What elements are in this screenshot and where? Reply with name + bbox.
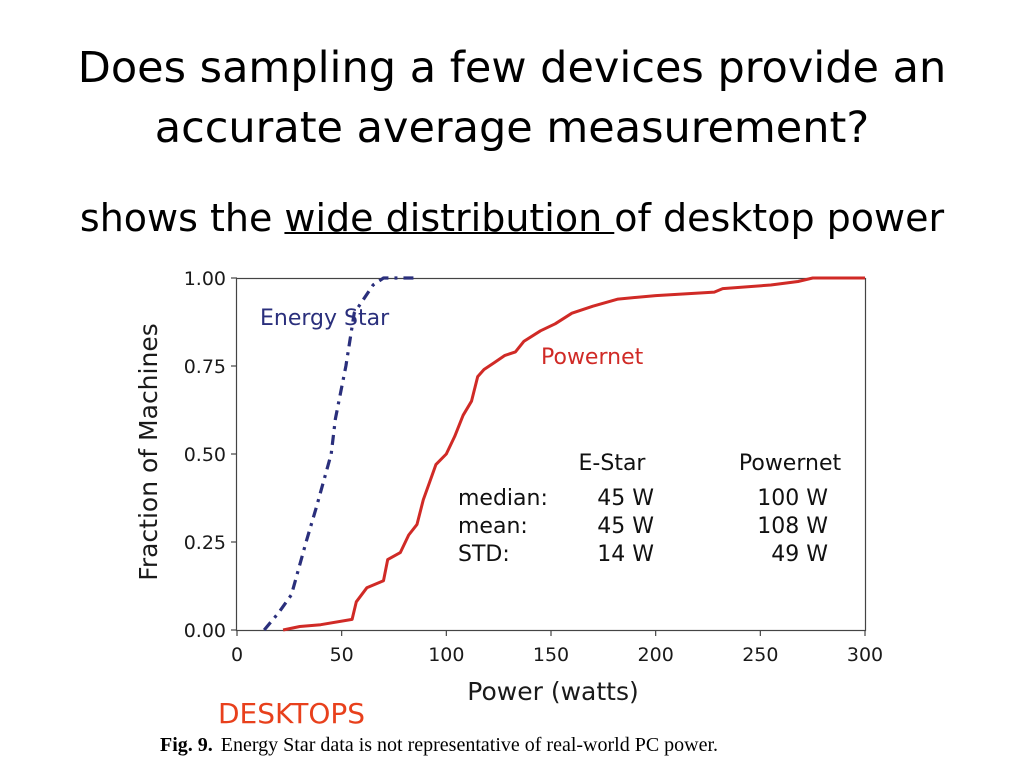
title-line-1: Does sampling a few devices provide an bbox=[77, 43, 947, 93]
desktops-label: DESKTOPS bbox=[218, 697, 366, 730]
slide-title: Does sampling a few devices provide an a… bbox=[0, 38, 1024, 158]
caption-figure-number: Fig. 9. bbox=[160, 734, 213, 756]
y-tick-label: 0.50 bbox=[184, 444, 226, 466]
x-axis-label: Power (watts) bbox=[467, 677, 638, 706]
stats-powernet-mean: 108 W bbox=[757, 514, 828, 539]
x-tick-label: 50 bbox=[330, 644, 354, 666]
stats-estar-median: 45 W bbox=[597, 486, 654, 511]
stats-estar-std: 14 W bbox=[597, 542, 654, 567]
caption-text: Energy Star data is not representative o… bbox=[220, 734, 719, 756]
y-tick-label: 1.00 bbox=[184, 268, 226, 290]
x-tick-label: 100 bbox=[428, 644, 464, 666]
energy-star-series-label: Energy Star bbox=[260, 306, 390, 331]
stats-table: E-Star Powernet median: 45 W 100 W mean:… bbox=[458, 451, 841, 567]
x-tick-label: 250 bbox=[742, 644, 778, 666]
x-tick-label: 200 bbox=[638, 644, 674, 666]
stats-powernet-median: 100 W bbox=[757, 486, 828, 511]
powernet-series-label: Powernet bbox=[541, 345, 644, 370]
y-tick-label: 0.00 bbox=[184, 620, 226, 642]
stats-label-std: STD: bbox=[458, 542, 510, 567]
y-axis-label: Fraction of Machines bbox=[134, 323, 163, 580]
stats-header-estar: E-Star bbox=[579, 451, 647, 476]
stats-label-median: median: bbox=[458, 486, 548, 511]
slide-subtitle: shows the wide distribution of desktop p… bbox=[0, 194, 1024, 242]
series-lines bbox=[262, 276, 865, 632]
stats-powernet-std: 49 W bbox=[771, 542, 828, 567]
subtitle-underlined: wide distribution bbox=[284, 196, 615, 240]
x-tick-label: 0 bbox=[231, 644, 243, 666]
subtitle-prefix: shows the bbox=[79, 196, 285, 240]
y-axis-ticks: 0.00 0.25 0.50 0.75 1.00 bbox=[184, 268, 237, 642]
stats-header-powernet: Powernet bbox=[739, 451, 842, 476]
x-axis-ticks: 0 50 100 150 200 250 300 bbox=[231, 630, 883, 666]
x-tick-label: 300 bbox=[847, 644, 883, 666]
stats-label-mean: mean: bbox=[458, 514, 528, 539]
subtitle-suffix: of desktop power bbox=[614, 196, 945, 240]
y-tick-label: 0.75 bbox=[184, 356, 226, 378]
x-tick-label: 150 bbox=[533, 644, 569, 666]
y-tick-label: 0.25 bbox=[184, 532, 226, 554]
title-line-2: accurate average measurement? bbox=[154, 103, 870, 153]
energy-star-series-line bbox=[262, 276, 415, 632]
powernet-series-line bbox=[282, 276, 865, 632]
stats-estar-mean: 45 W bbox=[597, 514, 654, 539]
figure-caption: Fig. 9. Energy Star data is not represent… bbox=[160, 734, 718, 757]
